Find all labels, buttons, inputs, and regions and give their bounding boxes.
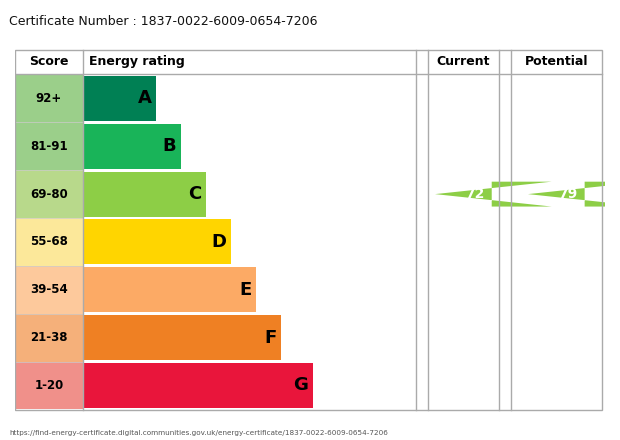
Text: A: A xyxy=(138,89,151,107)
Bar xyxy=(83,172,206,216)
Text: 55-68: 55-68 xyxy=(30,235,68,249)
Text: Energy rating: Energy rating xyxy=(89,55,185,68)
Bar xyxy=(15,266,83,314)
Text: 39-54: 39-54 xyxy=(30,283,68,296)
Text: 79: 79 xyxy=(559,187,578,201)
Polygon shape xyxy=(435,182,552,206)
Bar xyxy=(15,74,83,122)
Polygon shape xyxy=(528,182,620,206)
Text: Potential: Potential xyxy=(525,55,588,68)
Text: 21-38: 21-38 xyxy=(30,331,68,344)
Bar xyxy=(15,122,83,170)
Bar xyxy=(15,314,83,362)
Bar xyxy=(83,124,181,169)
Text: Certificate Number : 1837-0022-6009-0654-7206: Certificate Number : 1837-0022-6009-0654… xyxy=(9,15,318,29)
Text: D: D xyxy=(211,233,226,251)
Text: E: E xyxy=(239,281,252,299)
Text: Score: Score xyxy=(29,55,69,68)
Text: https://find-energy-certificate.digital.communities.gov.uk/energy-certificate/18: https://find-energy-certificate.digital.… xyxy=(9,430,388,436)
Text: F: F xyxy=(264,329,277,347)
Text: 92+: 92+ xyxy=(36,92,62,105)
Text: C: C xyxy=(188,185,202,203)
Text: G: G xyxy=(293,377,308,395)
Text: 69-80: 69-80 xyxy=(30,187,68,201)
Bar xyxy=(83,268,256,312)
Bar xyxy=(83,363,313,408)
Text: 81-91: 81-91 xyxy=(30,140,68,153)
Text: Current: Current xyxy=(436,55,490,68)
Bar xyxy=(15,362,83,409)
Bar xyxy=(83,76,156,121)
Text: B: B xyxy=(163,137,177,155)
Bar xyxy=(15,218,83,266)
Text: 1-20: 1-20 xyxy=(34,379,64,392)
Bar xyxy=(83,315,281,360)
Bar xyxy=(15,170,83,218)
Bar xyxy=(83,220,231,264)
Text: 72: 72 xyxy=(466,187,485,201)
